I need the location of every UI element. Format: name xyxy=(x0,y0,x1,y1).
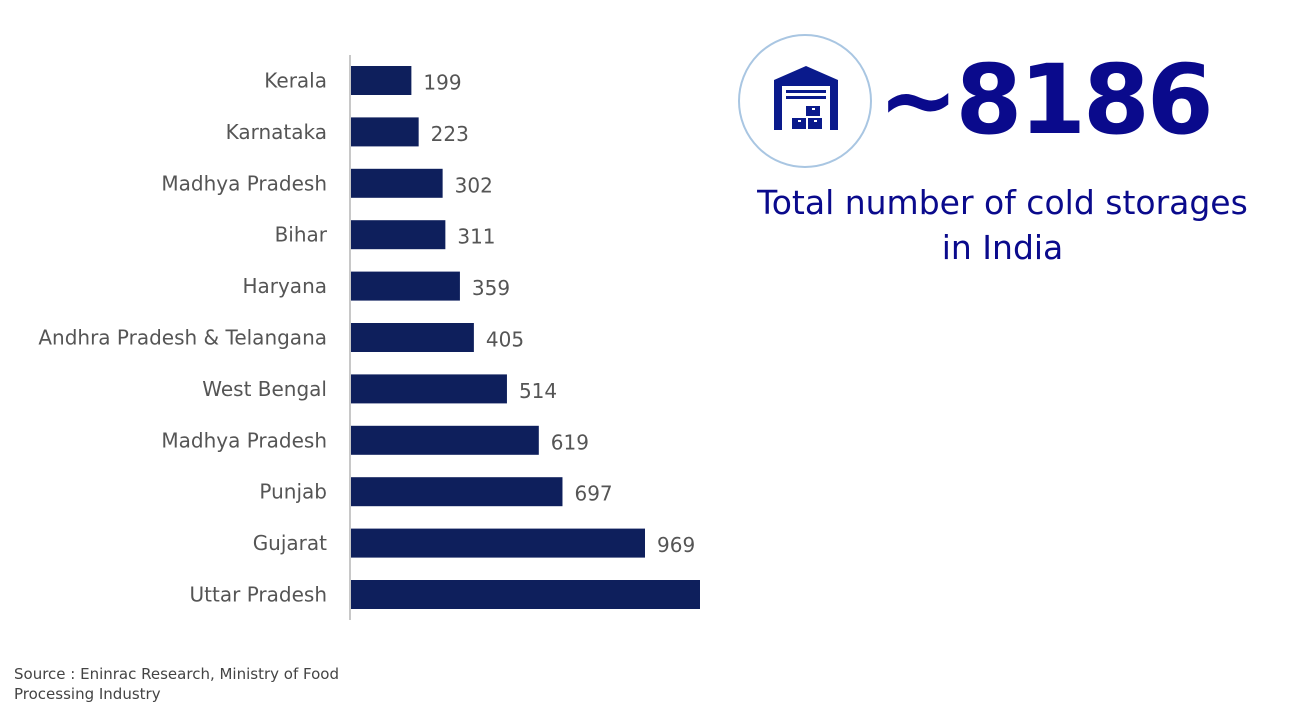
caption-line-2: in India xyxy=(941,228,1064,267)
category-label: Kerala xyxy=(264,69,327,93)
value-label: 619 xyxy=(551,430,589,454)
value-label: 969 xyxy=(657,533,695,557)
source-note: Source : Eninrac Research, Ministry of F… xyxy=(14,664,374,704)
source-line-1: Source : Eninrac Research, Ministry of F… xyxy=(14,665,339,683)
category-label: Gujarat xyxy=(253,531,327,555)
total-caption: Total number of cold storages in India xyxy=(730,180,1275,270)
category-label: Karnataka xyxy=(226,120,327,144)
bar-chart: Kerala 199 Karnataka 223 Madhya Pradesh 302 Bi… xyxy=(38,55,700,620)
category-label: Madhya Pradesh xyxy=(161,171,327,195)
total-count: ~8186 xyxy=(878,44,1214,156)
category-label: Madhya Pradesh xyxy=(161,428,327,452)
bar xyxy=(351,580,700,609)
warehouse-badge xyxy=(738,34,872,168)
value-label: 311 xyxy=(457,225,495,249)
value-label: 302 xyxy=(455,173,493,197)
bar xyxy=(351,323,474,352)
caption-line-1: Total number of cold storages xyxy=(757,183,1248,222)
category-label: Uttar Pradesh xyxy=(190,583,327,607)
value-label: 514 xyxy=(519,379,557,403)
bar xyxy=(351,117,419,147)
value-label: 223 xyxy=(431,122,469,146)
category-label: Haryana xyxy=(242,274,327,298)
bar xyxy=(351,528,646,558)
value-label: 359 xyxy=(472,276,510,300)
bar xyxy=(351,477,563,507)
source-line-2: Processing Industry xyxy=(14,685,161,703)
bar xyxy=(351,66,412,95)
category-label: Punjab xyxy=(259,480,327,504)
bar xyxy=(351,425,539,455)
bar xyxy=(351,168,443,198)
bar xyxy=(351,374,507,404)
warehouse-icon xyxy=(774,66,838,130)
category-label: Bihar xyxy=(275,223,328,247)
value-label: 199 xyxy=(423,71,461,95)
category-label: West Bengal xyxy=(202,377,327,401)
bar xyxy=(351,271,460,301)
bar xyxy=(351,220,446,250)
value-label: 697 xyxy=(574,482,612,506)
value-label: 405 xyxy=(486,328,524,352)
category-label: Andhra Pradesh & Telangana xyxy=(38,326,327,350)
